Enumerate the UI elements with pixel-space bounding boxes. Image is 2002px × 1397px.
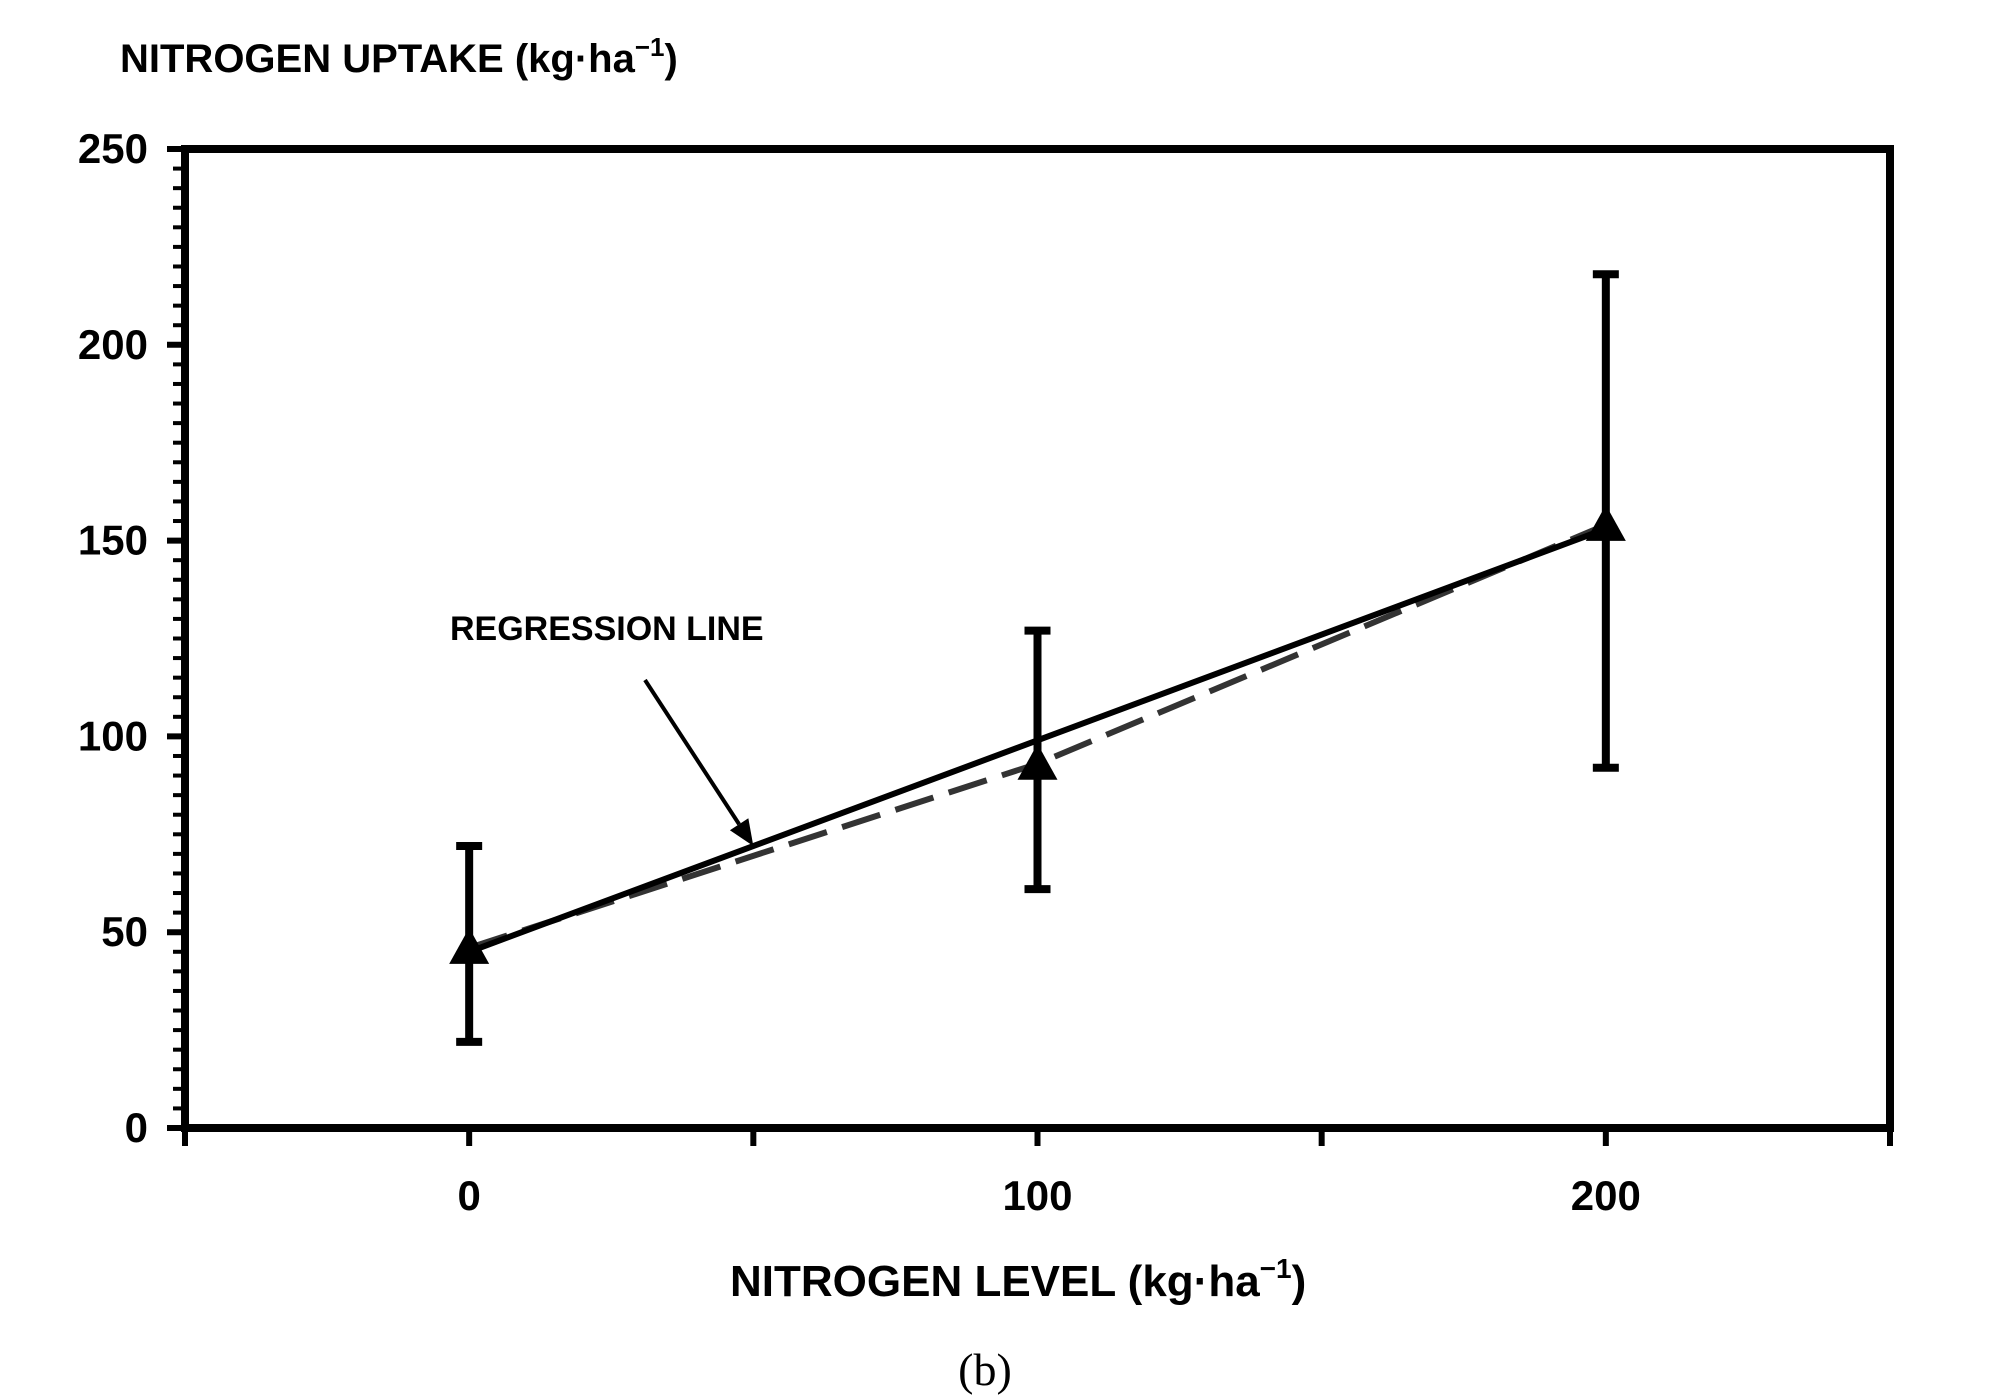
figure-caption: (b) <box>958 1344 1012 1395</box>
x-tick-label: 0 <box>457 1172 480 1219</box>
series <box>449 270 1626 1046</box>
y-tick-label: 150 <box>78 517 148 564</box>
y-tick-label: 50 <box>101 908 148 955</box>
x-axis-title: NITROGEN LEVEL (kg·ha−1) <box>730 1253 1306 1306</box>
regression-arrow <box>643 678 741 826</box>
y-tick-label: 250 <box>78 125 148 172</box>
regression-arrow-head <box>729 818 754 847</box>
y-axis-title: NITROGEN UPTAKE (kg·ha−1) <box>120 32 678 81</box>
y-tick-label: 200 <box>78 321 148 368</box>
x-tick-label: 200 <box>1571 1172 1641 1219</box>
y-tick-label: 0 <box>125 1104 148 1151</box>
y-axis: 0 50 100 150 200 250 <box>78 125 185 1151</box>
data-point-marker <box>1017 743 1058 780</box>
y-tick-label: 100 <box>78 712 148 759</box>
x-axis: 0 100 200 <box>182 1128 1893 1219</box>
data-point-marker <box>449 927 490 964</box>
regression-line-label: REGRESSION LINE <box>450 610 764 648</box>
data-point-marker <box>1585 504 1626 541</box>
y-minor-ticks <box>173 147 185 1130</box>
x-tick-label: 100 <box>1002 1172 1072 1219</box>
